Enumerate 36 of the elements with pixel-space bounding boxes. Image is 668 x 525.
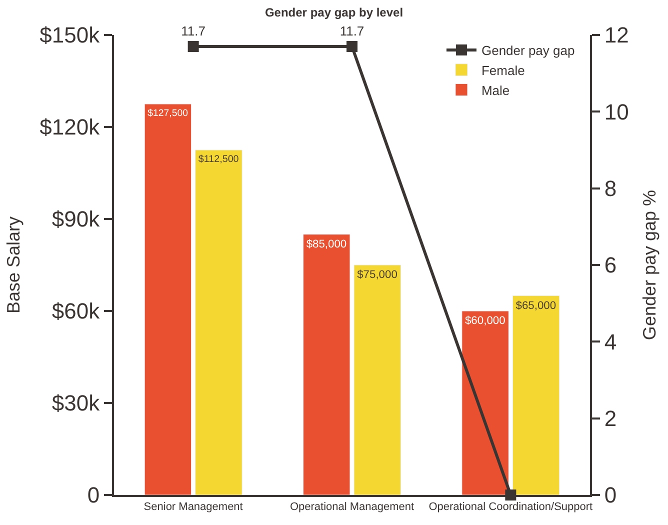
bar xyxy=(462,310,509,495)
x-tick-label: Operational Coordination/Support xyxy=(428,501,593,514)
y2-tick-label: 8 xyxy=(604,176,617,202)
y2-tick-label: 2 xyxy=(604,406,617,432)
data-label: 11.7 xyxy=(181,23,206,38)
bar xyxy=(303,234,350,495)
legend-label: Gender pay gap xyxy=(481,43,575,58)
legend-label: Male xyxy=(481,82,510,98)
y-tick-label: $90k xyxy=(52,206,101,232)
y-tick-label: $150k xyxy=(40,22,101,48)
bar xyxy=(512,295,560,495)
data-label: $127,500 xyxy=(148,108,189,119)
y2-tick-label: 10 xyxy=(604,99,629,124)
data-label: $112,500 xyxy=(198,154,240,166)
x-tick-label: Operational Management xyxy=(290,501,414,514)
legend-label: Female xyxy=(481,62,525,78)
bar xyxy=(144,104,192,495)
bar xyxy=(195,150,242,495)
y-axis-title: Base Salary xyxy=(3,216,24,314)
y-tick-label: $30k xyxy=(52,390,101,416)
y2-tick-label: 12 xyxy=(604,22,629,48)
bar xyxy=(354,264,401,495)
y2-tick-label: 6 xyxy=(604,252,617,278)
data-label: 11.7 xyxy=(340,23,364,38)
data-label: $60,000 xyxy=(464,315,506,328)
y-tick-label: $120k xyxy=(40,114,101,140)
data-label: $85,000 xyxy=(306,238,347,251)
y-tick-label: 0 xyxy=(87,482,100,508)
y-tick-label: $60k xyxy=(52,298,101,324)
x-tick-label: Senior Management xyxy=(144,501,243,514)
chart-title: Gender pay gap by level xyxy=(264,5,404,20)
data-label: $65,000 xyxy=(516,300,556,312)
y2-tick-label: 0 xyxy=(604,482,617,508)
data-label: $75,000 xyxy=(357,269,398,282)
y2-tick-label: 4 xyxy=(604,329,617,354)
y2-axis-title: Gender pay gap % xyxy=(639,190,660,340)
